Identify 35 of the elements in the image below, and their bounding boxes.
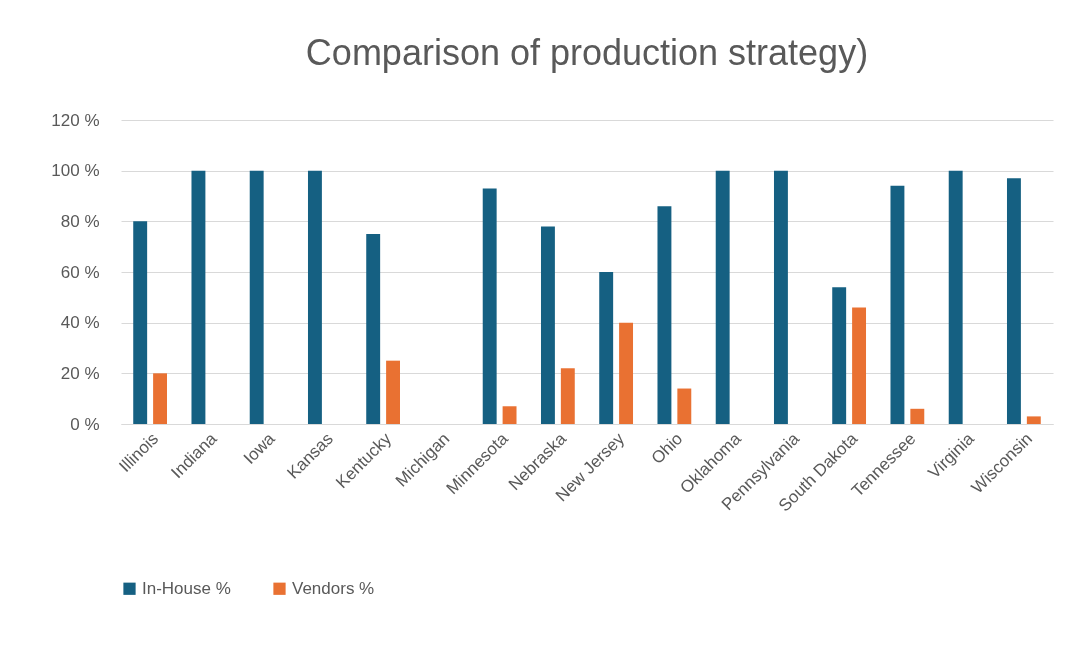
legend-label: Vendors %	[292, 578, 375, 598]
bar	[482, 188, 497, 424]
y-tick-label: 120 %	[51, 110, 100, 130]
bar	[657, 206, 672, 424]
bar	[1006, 178, 1021, 424]
y-tick-label: 0 %	[70, 414, 100, 434]
bar	[133, 221, 148, 424]
bar	[852, 307, 867, 424]
bar	[715, 170, 730, 424]
bar	[599, 272, 614, 424]
bar	[386, 360, 401, 424]
bar	[249, 170, 264, 424]
bar	[560, 368, 575, 424]
bar	[773, 170, 788, 424]
bar	[619, 322, 634, 424]
y-tick-label: 60 %	[60, 262, 100, 282]
bar	[307, 170, 322, 424]
x-tick-label: Ohio	[647, 429, 687, 468]
legend-label: In-House %	[142, 578, 231, 598]
bar	[191, 170, 206, 424]
bar	[153, 373, 168, 424]
y-tick-label: 80 %	[60, 211, 100, 231]
bar	[890, 185, 905, 424]
bar	[1026, 416, 1041, 424]
bar	[948, 170, 963, 424]
bar	[502, 406, 517, 424]
chart-title: Comparison of production strategy)	[305, 32, 869, 73]
bar	[832, 287, 847, 424]
y-tick-label: 40 %	[60, 313, 100, 333]
bar	[540, 226, 555, 424]
y-tick-label: 20 %	[60, 363, 100, 383]
bar	[910, 408, 925, 424]
bar	[677, 388, 692, 424]
y-tick-label: 100 %	[51, 161, 100, 181]
bar	[366, 234, 381, 424]
